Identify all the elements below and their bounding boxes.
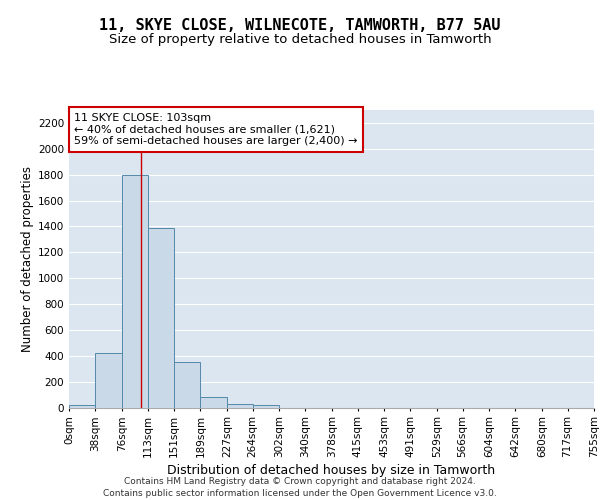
Bar: [200, 397, 227, 407]
Text: 11 SKYE CLOSE: 103sqm
← 40% of detached houses are smaller (1,621)
59% of semi-d: 11 SKYE CLOSE: 103sqm ← 40% of detached …: [74, 113, 358, 146]
Text: Contains public sector information licensed under the Open Government Licence v3: Contains public sector information licen…: [103, 490, 497, 498]
Text: 11, SKYE CLOSE, WILNECOTE, TAMWORTH, B77 5AU: 11, SKYE CLOSE, WILNECOTE, TAMWORTH, B77…: [99, 18, 501, 32]
Bar: [95, 353, 122, 408]
Text: Contains HM Land Registry data © Crown copyright and database right 2024.: Contains HM Land Registry data © Crown c…: [124, 476, 476, 486]
Bar: [148, 228, 174, 408]
Bar: [227, 404, 253, 407]
Y-axis label: Number of detached properties: Number of detached properties: [21, 166, 34, 352]
Bar: [253, 405, 279, 407]
Bar: [122, 174, 148, 408]
X-axis label: Distribution of detached houses by size in Tamworth: Distribution of detached houses by size …: [167, 464, 496, 477]
Text: Size of property relative to detached houses in Tamworth: Size of property relative to detached ho…: [109, 32, 491, 46]
Bar: [69, 405, 95, 407]
Bar: [174, 362, 200, 408]
